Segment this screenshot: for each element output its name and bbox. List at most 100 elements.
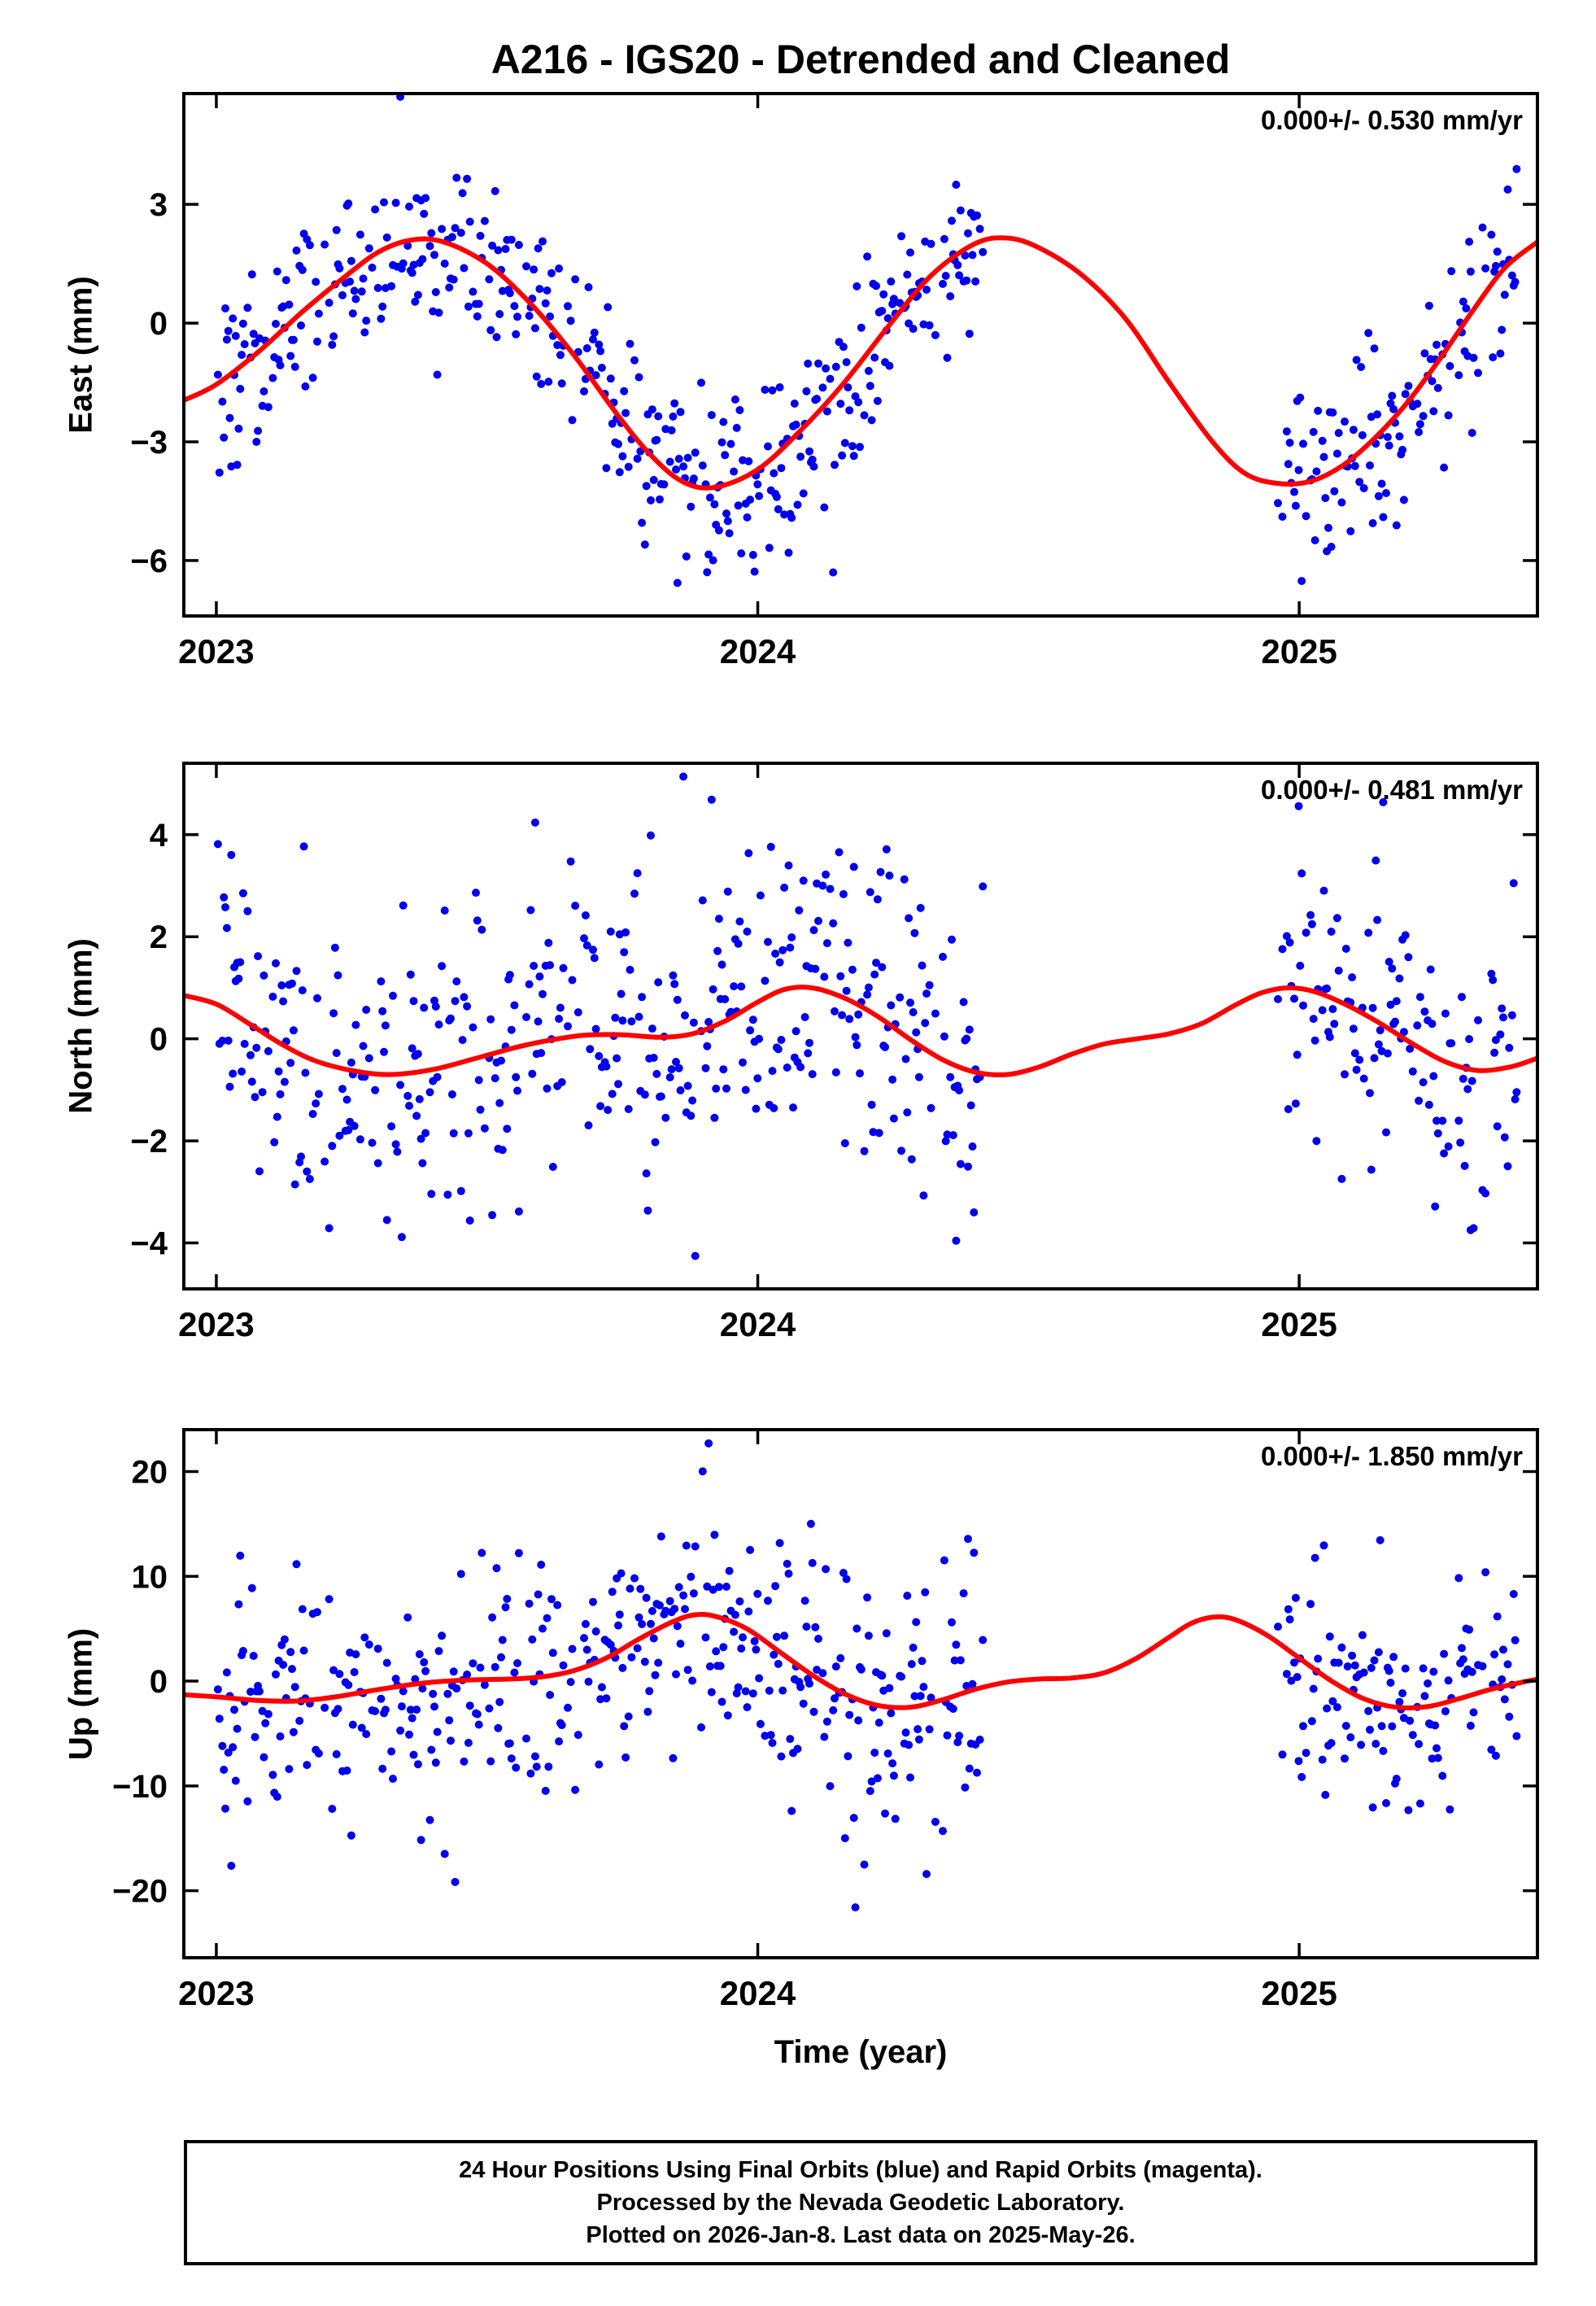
data-point [510,1001,519,1010]
data-point [299,1646,308,1655]
data-point [589,946,597,954]
data-point [956,1656,965,1665]
data-point [883,1749,892,1758]
data-point [704,550,713,559]
data-point [667,1065,676,1074]
data-point [1382,1799,1390,1807]
data-point [314,309,323,318]
data-point [1490,1048,1499,1057]
data-point [1355,478,1364,487]
data-point [1458,993,1466,1002]
data-point [735,406,744,414]
data-point [746,496,755,504]
data-point [679,1591,688,1600]
data-point [1332,1703,1341,1712]
data-point [566,1678,575,1687]
data-point [530,324,539,333]
data-point [822,939,831,948]
data-point [719,417,728,426]
data-point [946,292,955,301]
data-point [959,1589,968,1598]
data-point [221,1804,229,1813]
data-point [246,1688,255,1697]
data-point [1440,1149,1449,1158]
chart-title: A216 - IGS20 - Detrended and Cleaned [491,37,1231,82]
data-point [222,924,231,932]
data-point [916,903,925,912]
data-point [564,1703,572,1712]
data-point [914,1735,923,1744]
data-point [735,917,744,926]
data-point [730,1610,739,1619]
data-point [953,260,962,269]
data-point [643,1206,652,1215]
data-point [602,1062,611,1071]
data-point [259,1753,268,1762]
data-point [465,217,474,226]
north-trend-line [184,985,1537,1077]
data-point [254,952,263,961]
data-point [656,1532,665,1541]
data-point [1306,1600,1315,1609]
data-point [835,848,844,857]
data-point [1341,945,1350,953]
data-point [1424,1679,1432,1688]
data-point [559,1661,568,1670]
data-point [710,1531,719,1540]
data-point [1368,1803,1377,1812]
data-point [412,1112,421,1120]
data-point [289,335,298,344]
data-point [971,277,980,286]
data-point [866,382,874,391]
data-point [347,256,355,265]
data-point [580,1634,588,1643]
data-point [1309,427,1318,436]
data-point [421,194,430,203]
data-point [359,274,368,283]
data-point [770,1650,778,1659]
data-point [919,1683,928,1692]
data-point [413,1050,422,1059]
data-point [873,895,882,904]
svg-text:2024: 2024 [720,1305,796,1343]
data-point [451,224,460,233]
data-point [640,540,649,549]
data-point [427,229,436,238]
data-point [438,962,447,971]
data-point [921,1019,930,1028]
data-point [905,914,914,923]
data-point [355,1135,364,1144]
data-point [698,896,707,905]
data-point [849,863,858,871]
data-point [620,948,629,957]
data-point [887,1001,896,1010]
data-point [1460,1161,1469,1170]
data-point [627,1653,636,1662]
data-point [1505,1712,1514,1721]
data-point [477,925,486,934]
data-point [1374,1040,1383,1049]
data-point [873,1774,882,1783]
data-point [870,353,879,362]
data-point [1440,1649,1449,1658]
data-point [505,1739,514,1748]
data-point [1352,1065,1361,1074]
east-trend-line [184,235,1537,491]
data-point [476,1105,485,1114]
data-point [839,889,848,898]
data-point [351,1020,360,1029]
data-point [925,1725,934,1734]
data-point [621,408,630,417]
data-point [261,1719,270,1727]
data-point [689,1589,698,1598]
data-point [748,1015,757,1024]
data-point [312,1099,321,1108]
data-point [1299,1001,1307,1010]
data-point [1373,915,1382,924]
data-point [411,1675,420,1684]
data-point [979,882,988,891]
data-point [557,1721,566,1730]
data-point [409,1750,418,1759]
data-point [1383,433,1392,442]
data-point [691,448,700,457]
